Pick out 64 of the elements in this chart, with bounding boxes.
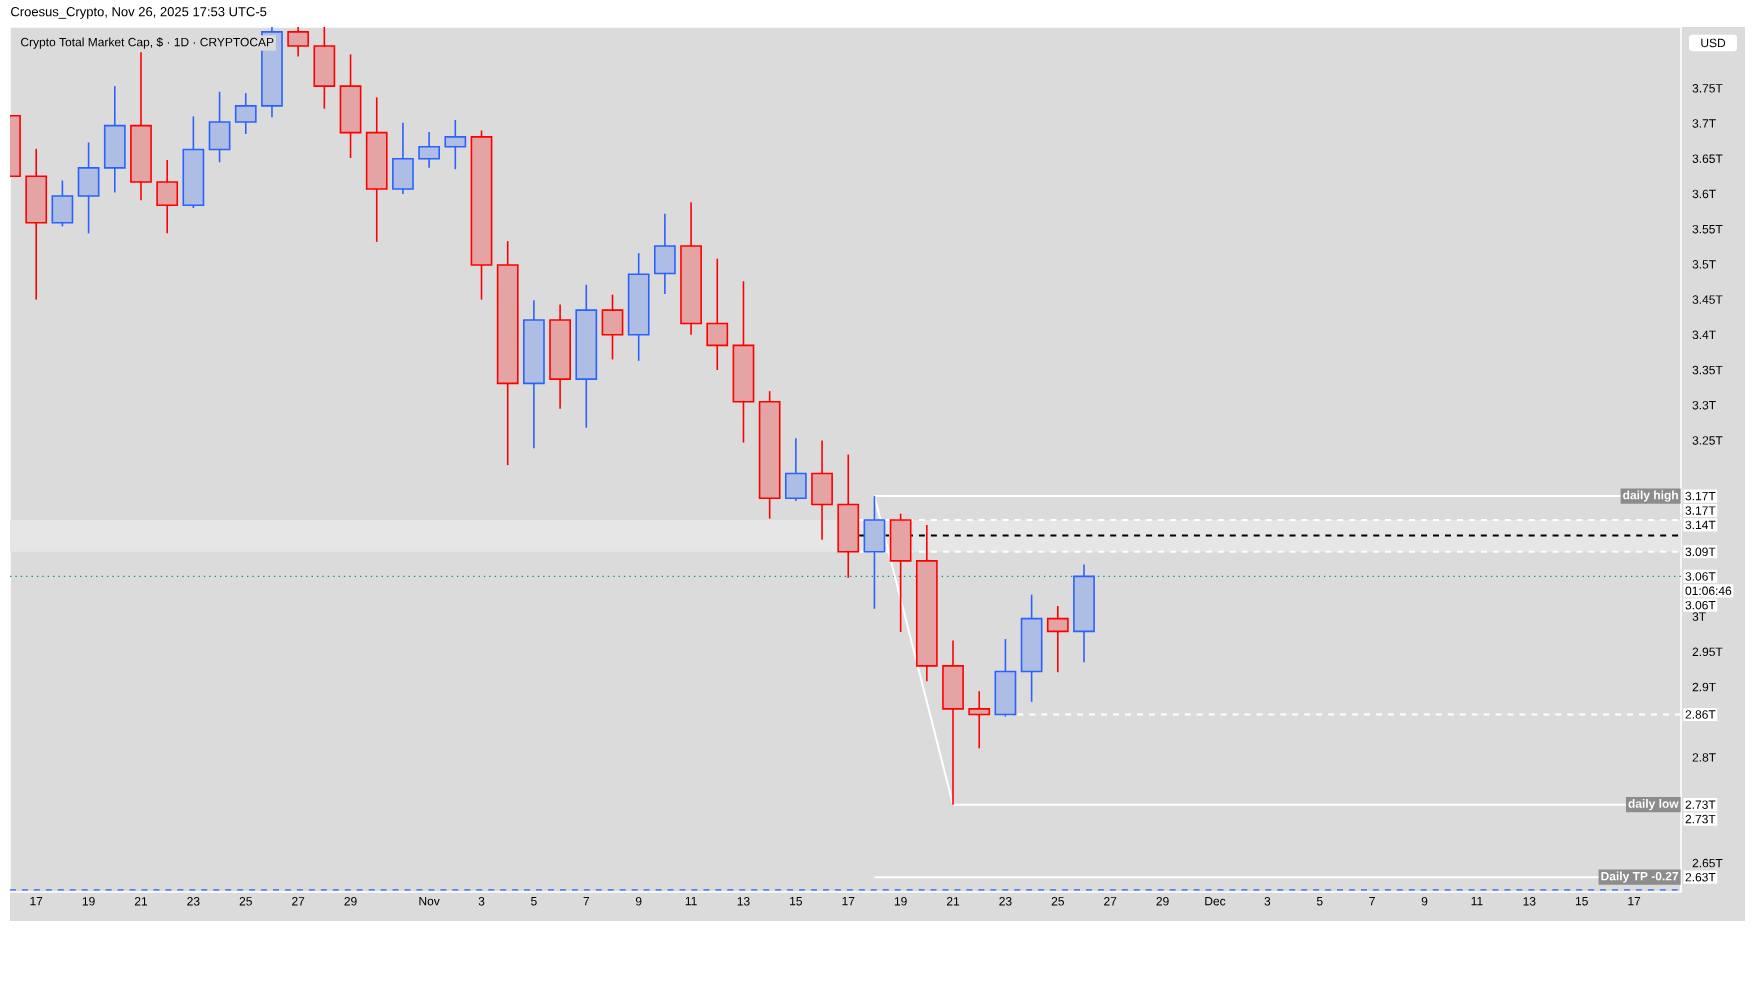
x-tick-label: 25 xyxy=(1051,897,1064,906)
annotation: 3.17T xyxy=(1685,506,1716,515)
text: Crypto Total Market Cap, $ · 1D · CRYPTOCAP xyxy=(21,37,274,49)
annotation: 2.63T xyxy=(1685,872,1716,882)
x-tick-label: 23 xyxy=(999,897,1012,906)
y-axis-title: USD xyxy=(1701,38,1726,48)
x-tick-label: 15 xyxy=(790,897,803,906)
text: 01:06:46 xyxy=(1685,586,1732,596)
legend-label: daily low xyxy=(1628,799,1679,811)
y-tick-label: 3.55T xyxy=(1692,224,1723,234)
x-tick-label: 21 xyxy=(134,897,148,906)
x-tick-label: 27 xyxy=(1104,897,1117,906)
legend-label: daily high xyxy=(1623,490,1678,502)
x-tick-label: 23 xyxy=(187,897,200,906)
y-tick-label: 3.7T xyxy=(1692,119,1716,128)
x-tick-label: Nov xyxy=(419,897,440,906)
legend-label: Daily TP -0.27 xyxy=(1601,871,1679,883)
x-tick-label: 29 xyxy=(1156,897,1169,906)
x-tick-label: 7 xyxy=(1369,897,1375,906)
y-tick-label: 3.75T xyxy=(1692,84,1723,93)
annotation: 2.86T xyxy=(1685,710,1716,719)
y-tick-label: 3.65T xyxy=(1692,154,1723,163)
annotation: 3.17T xyxy=(1685,491,1716,501)
x-tick-label: 9 xyxy=(1421,897,1428,906)
x-tick-label: 17 xyxy=(842,897,855,906)
y-tick-label: 3.4T xyxy=(1692,330,1716,340)
y-tick-label: 3.35T xyxy=(1692,365,1723,375)
x-tick-label: 21 xyxy=(946,897,960,906)
y-tick-label: 3.45T xyxy=(1692,295,1723,304)
x-tick-label: 15 xyxy=(1575,897,1588,906)
x-tick-label: 7 xyxy=(583,897,590,906)
x-tick-label: 3 xyxy=(1264,897,1271,906)
x-tick-label: 19 xyxy=(82,897,95,906)
x-tick-label: 25 xyxy=(239,897,252,906)
x-tick-label: 17 xyxy=(30,897,43,906)
y-tick-label: 3.5T xyxy=(1692,260,1716,269)
x-tick-label: 17 xyxy=(1628,897,1641,906)
x-tick-label: 29 xyxy=(344,897,357,906)
annotation: 3.06T xyxy=(1685,600,1716,610)
text: Croesus_Crypto, Nov 26, 2025 17:53 UTC-5 xyxy=(11,7,267,19)
x-tick-label: 5 xyxy=(531,897,537,906)
annotation: 3.14T xyxy=(1685,520,1716,530)
y-tick-label: 3.25T xyxy=(1692,436,1723,445)
x-tick-label: Dec xyxy=(1205,897,1226,906)
y-tick-label: 3T xyxy=(1692,612,1706,621)
x-tick-label: 3 xyxy=(478,897,485,906)
annotation: 3.06T xyxy=(1685,572,1716,581)
x-tick-label: 5 xyxy=(1316,897,1323,906)
y-tick-label: 2.95T xyxy=(1692,647,1723,657)
annotation: 3.09T xyxy=(1685,547,1716,557)
x-tick-label: 11 xyxy=(1471,897,1483,906)
annotation: 2.73T xyxy=(1685,800,1716,809)
y-tick-label: 2.9T xyxy=(1692,682,1716,692)
x-tick-label: 13 xyxy=(1523,897,1536,906)
y-tick-label: 3.6T xyxy=(1692,189,1716,199)
x-tick-label: 13 xyxy=(737,897,750,906)
x-tick-label: 9 xyxy=(635,897,642,906)
y-tick-label: 2.65T xyxy=(1692,858,1723,868)
x-tick-label: 11 xyxy=(685,897,697,906)
annotation: 2.73T xyxy=(1685,814,1716,824)
y-tick-label: 3.3T xyxy=(1692,400,1716,410)
x-tick-label: 19 xyxy=(894,897,907,906)
y-tick-label: 2.8T xyxy=(1692,753,1716,762)
x-tick-label: 27 xyxy=(292,897,305,906)
